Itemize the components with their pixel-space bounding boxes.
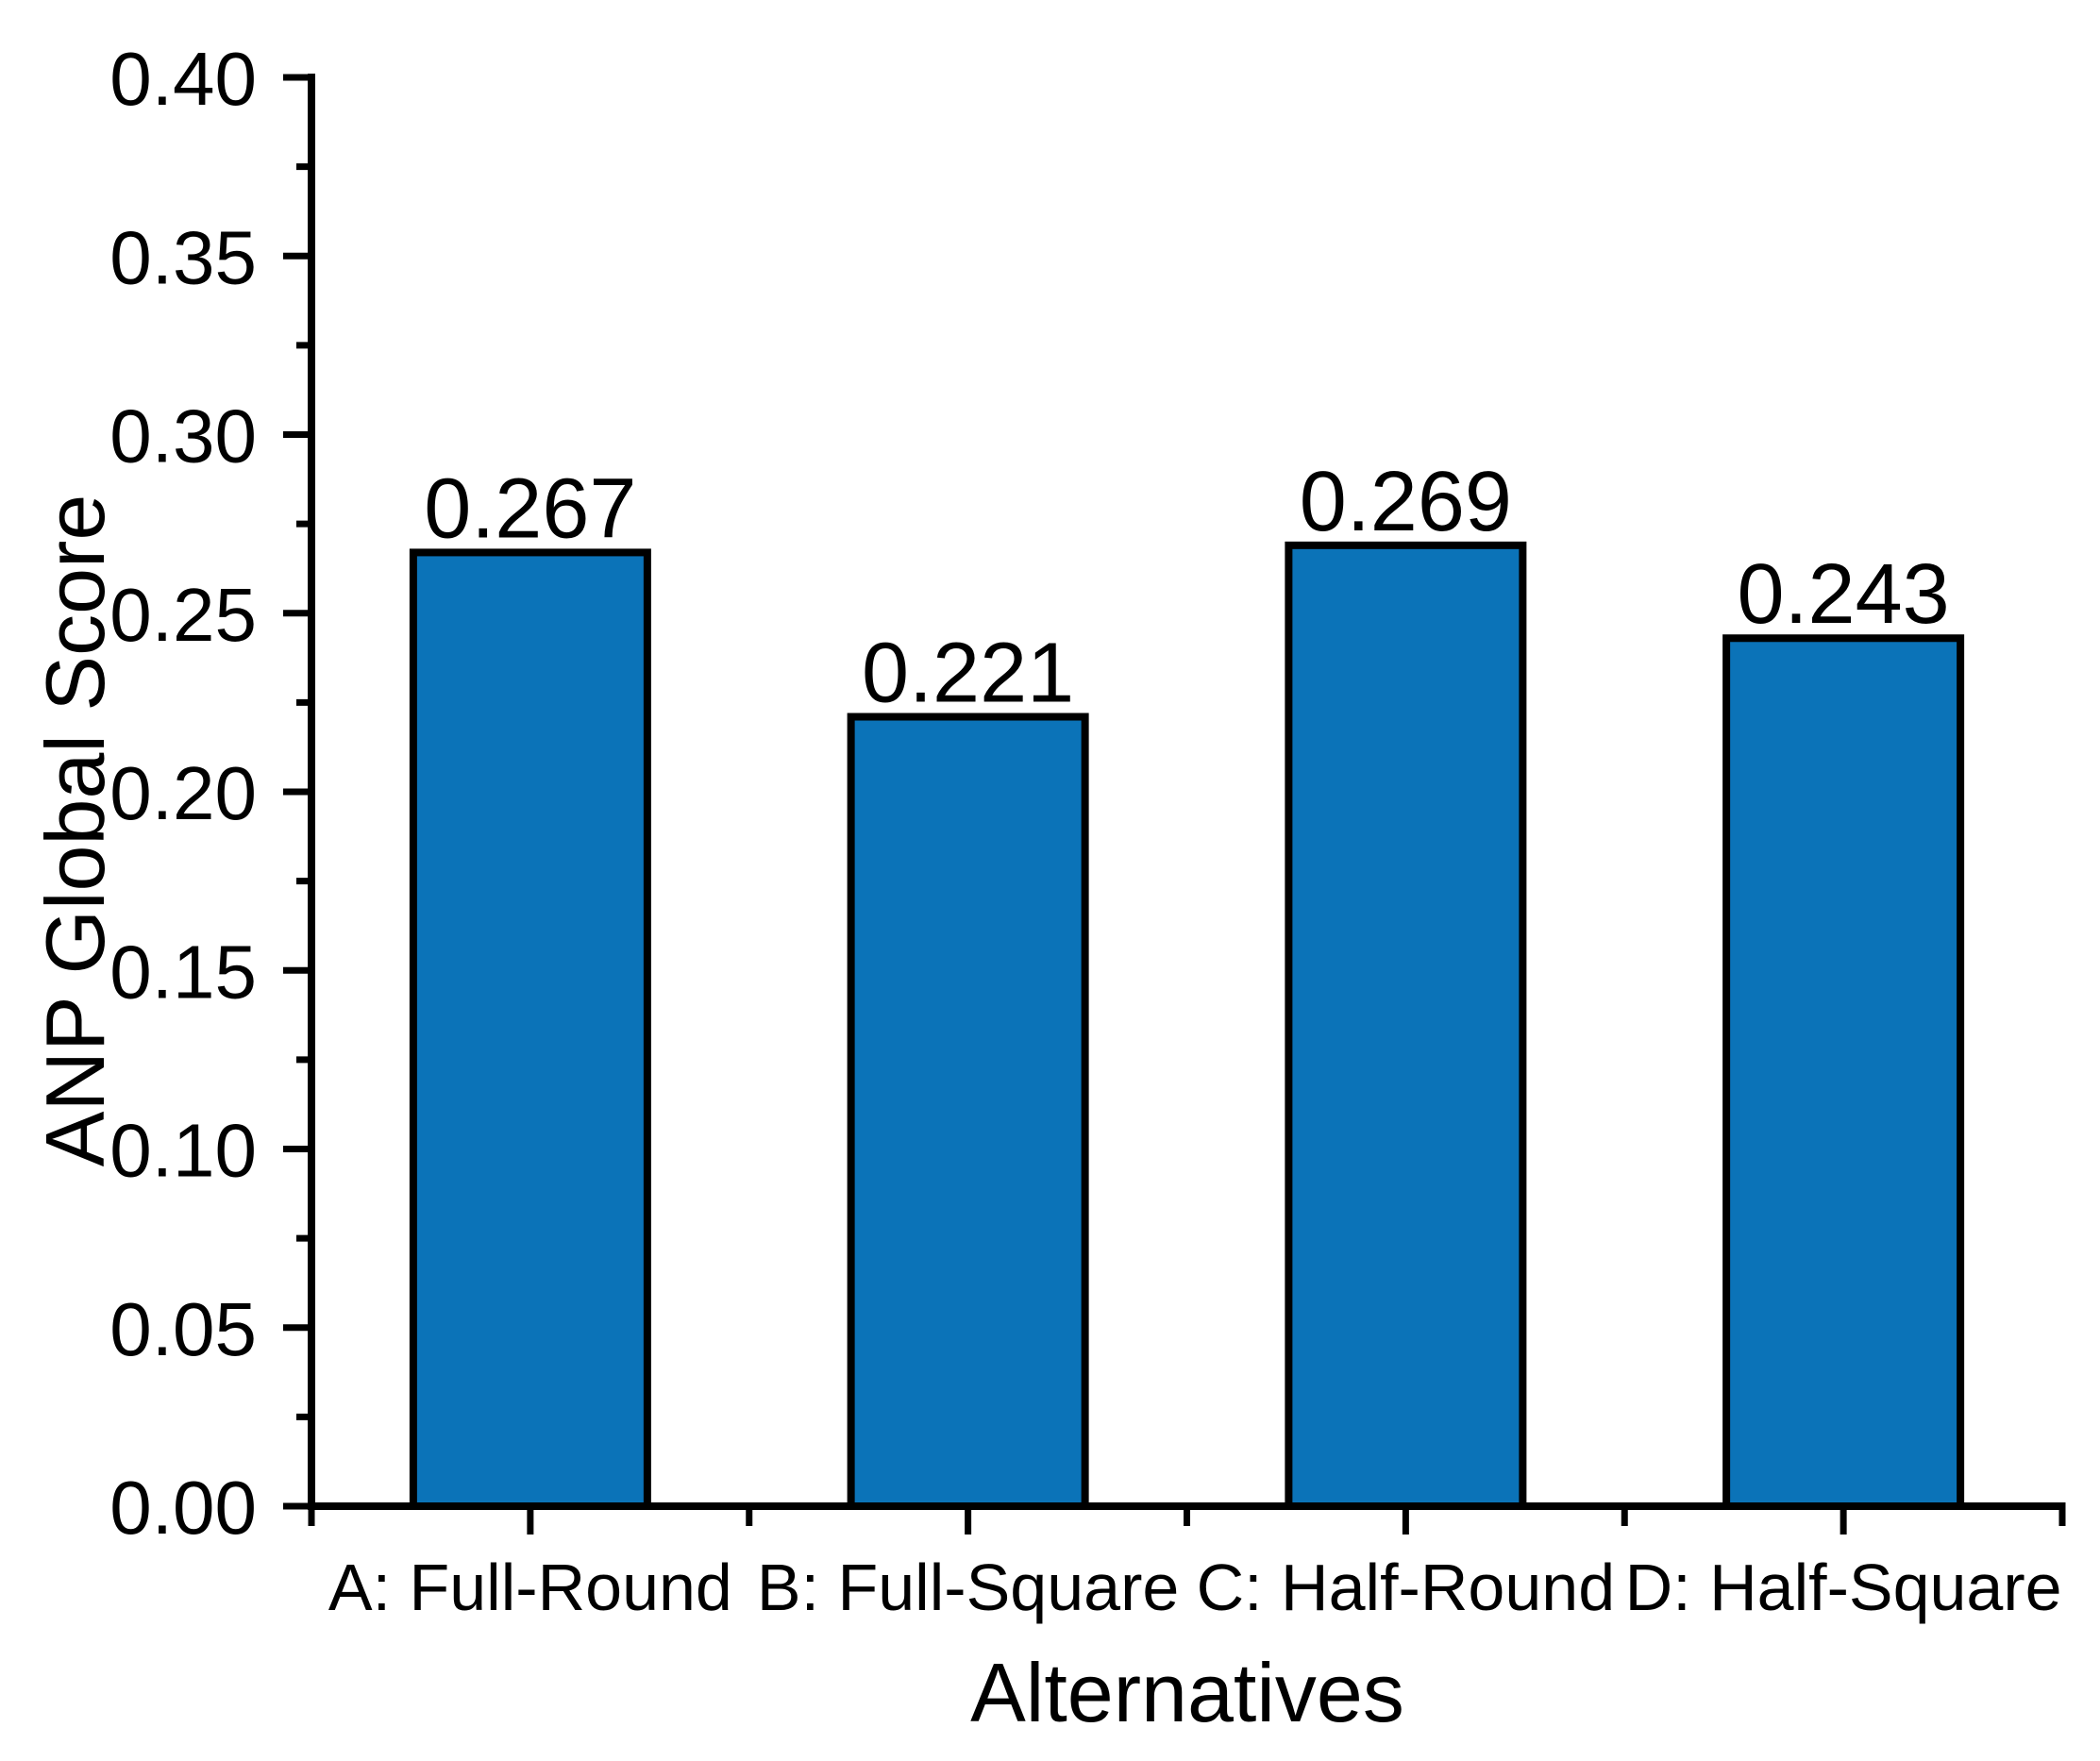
y-tick-label: 0.35 (109, 215, 257, 299)
bar (1722, 634, 1965, 1510)
y-tick-label: 0.20 (109, 751, 257, 835)
y-tick-label: 0.30 (109, 394, 257, 478)
x-category-label: B: Full-Square (757, 1551, 1179, 1624)
bar-value-label: 0.221 (862, 627, 1074, 721)
x-axis-title: Alternatives (970, 1646, 1404, 1739)
bar-value-label: 0.267 (424, 461, 636, 556)
y-tick-label: 0.10 (109, 1109, 257, 1193)
x-category-label: D: Half-Square (1625, 1551, 2062, 1624)
y-tick-label: 0.05 (109, 1287, 257, 1371)
y-tick-label: 0.00 (109, 1466, 257, 1550)
y-tick-label: 0.25 (109, 573, 257, 657)
bar-value-label: 0.269 (1300, 455, 1512, 549)
bar (409, 548, 651, 1510)
bars-group (409, 541, 1965, 1510)
y-tick-label: 0.40 (109, 37, 257, 121)
bar (1285, 541, 1527, 1510)
x-category-label: C: Half-Round (1197, 1551, 1616, 1624)
y-axis-title: ANP Global Score (28, 495, 122, 1167)
y-tick-label: 0.15 (109, 930, 257, 1014)
x-category-label: A: Full-Round (328, 1551, 732, 1624)
bar (847, 713, 1089, 1510)
labels-group: 0.267 0.221 0.269 0.243 0.00 0.05 0.10 0.15 0.20… (109, 37, 2061, 1624)
ticks-group (283, 74, 2066, 1535)
bar-value-label: 0.243 (1738, 547, 1950, 642)
